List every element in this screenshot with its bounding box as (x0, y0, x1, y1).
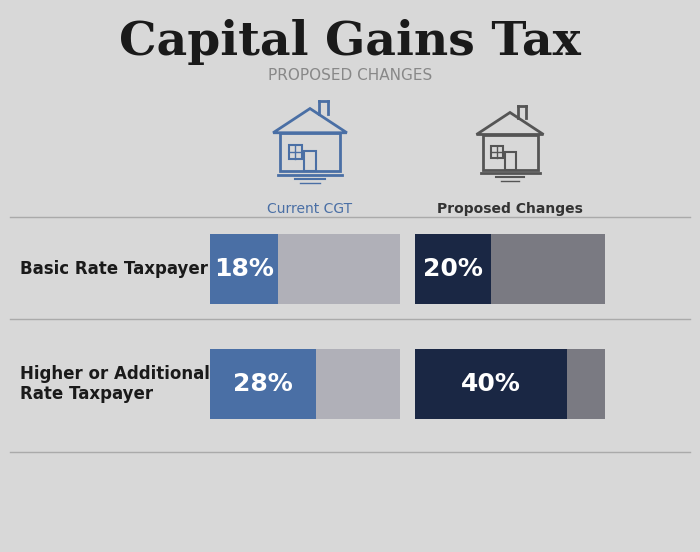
Bar (491, 234, 605, 304)
Bar (288, 145, 302, 158)
Text: 40%: 40% (461, 372, 521, 396)
Text: Proposed Changes: Proposed Changes (437, 202, 583, 216)
Bar (304, 151, 316, 171)
Text: 18%: 18% (214, 257, 274, 281)
Bar (415, 349, 567, 419)
Text: Capital Gains Tax: Capital Gains Tax (119, 19, 581, 65)
Text: Higher or Additional
Rate Taxpayer: Higher or Additional Rate Taxpayer (20, 365, 210, 404)
Bar (482, 135, 538, 169)
Bar (279, 234, 400, 304)
Text: 28%: 28% (233, 372, 293, 396)
Bar (491, 146, 503, 158)
Text: Basic Rate Taxpayer: Basic Rate Taxpayer (20, 260, 208, 278)
Text: 20%: 20% (423, 257, 483, 281)
Bar (316, 349, 400, 419)
Bar (415, 234, 491, 304)
Bar (280, 132, 340, 171)
Text: PROPOSED CHANGES: PROPOSED CHANGES (268, 68, 432, 83)
Bar (505, 151, 515, 169)
Bar (567, 349, 605, 419)
Bar (210, 234, 279, 304)
Bar (210, 349, 316, 419)
Text: Current CGT: Current CGT (267, 202, 353, 216)
